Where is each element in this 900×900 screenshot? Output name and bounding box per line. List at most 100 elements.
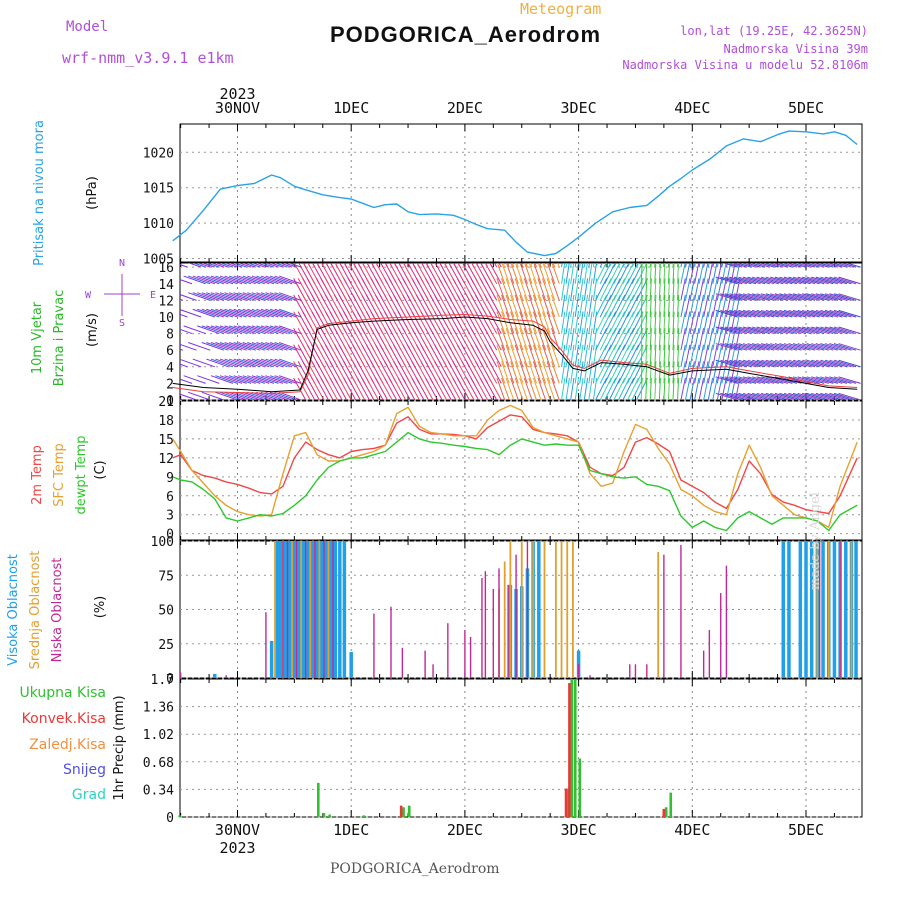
wind-barb <box>515 263 524 284</box>
wind-barb <box>724 309 748 318</box>
wind-barb <box>592 263 595 268</box>
wind-barb <box>707 344 714 367</box>
wind-barb <box>251 325 275 335</box>
wind-barb <box>663 263 665 268</box>
precip-bar <box>328 814 331 817</box>
wind-barb <box>797 392 820 400</box>
wind-barb <box>698 377 705 400</box>
wind-barb <box>334 377 348 400</box>
wind-barb <box>645 263 647 268</box>
wind-barb <box>833 392 857 400</box>
wind-barb <box>608 278 621 301</box>
wind-barb <box>256 375 279 384</box>
wind-barb <box>210 325 234 335</box>
wind-barb <box>703 278 709 301</box>
wind-barb <box>627 294 639 318</box>
wind-barb <box>219 275 243 285</box>
wind-barb <box>645 278 648 301</box>
wind-barb <box>488 377 502 400</box>
wind-barb <box>260 263 275 268</box>
wind-barb <box>738 326 761 335</box>
wind-barb <box>180 393 197 400</box>
wind-barb <box>824 392 848 400</box>
cloud-bar <box>720 593 722 678</box>
wind-barb <box>574 263 577 268</box>
cloud-bar <box>798 541 803 678</box>
wind-barb <box>824 309 848 318</box>
wind-barb <box>256 275 279 285</box>
wind-barb <box>274 391 297 400</box>
wind-barb <box>694 294 700 318</box>
wind-barb <box>716 344 723 367</box>
wind-barb <box>523 377 533 400</box>
wind-barb <box>279 375 302 384</box>
cloud-bar <box>492 588 495 678</box>
wind-barb <box>260 375 284 384</box>
panel-frame <box>179 678 863 818</box>
wind-barb <box>703 311 709 334</box>
wind-barb <box>415 377 429 400</box>
wind-barb <box>180 309 202 318</box>
wind-barb <box>532 311 542 334</box>
wind-barb <box>774 392 798 400</box>
cloud-bar <box>566 541 569 678</box>
wind-barb <box>752 276 775 285</box>
wind-barb <box>588 311 593 334</box>
wind-barb <box>532 328 542 351</box>
wind-barb <box>269 263 284 268</box>
wind-barb <box>551 294 560 318</box>
wind-barb <box>806 376 829 384</box>
wind-barb <box>242 358 265 368</box>
wind-barb <box>761 392 784 400</box>
wind-barb <box>792 343 816 351</box>
wind-barb <box>247 375 270 384</box>
wind-barb <box>528 294 538 318</box>
wind-barb <box>519 263 528 284</box>
wind-barb <box>406 377 420 400</box>
y-tick-label: 25 <box>158 638 174 653</box>
wind-barb <box>797 309 820 318</box>
wind-barb <box>510 263 519 284</box>
wind-barb <box>627 263 639 284</box>
wind-barb <box>247 325 270 335</box>
wind-barb <box>265 342 288 351</box>
cloud-bar <box>265 612 267 678</box>
wind-barb <box>684 311 691 334</box>
wind-barb <box>756 293 779 301</box>
wind-barb <box>733 392 757 400</box>
cloud-bar <box>301 541 306 678</box>
wind-barb <box>613 327 626 351</box>
wind-barb <box>622 263 626 268</box>
wind-barb <box>523 328 533 351</box>
wind-barb <box>579 344 584 367</box>
wind-barb <box>574 344 579 367</box>
wind-barb <box>608 377 621 400</box>
wind-barb <box>631 263 635 268</box>
wind-barb <box>698 294 705 318</box>
wind-barb <box>180 343 197 351</box>
wind-barb <box>774 276 798 285</box>
wind-barb <box>694 377 700 400</box>
wind-barb <box>183 325 206 335</box>
wind-barb <box>583 344 589 367</box>
wind-barb <box>542 344 551 367</box>
wind-barb <box>829 376 852 384</box>
wind-barb <box>210 358 234 368</box>
wind-barb <box>496 278 506 301</box>
wind-barb <box>551 311 560 334</box>
wind-barb <box>180 378 193 384</box>
day-label-bottom: 30NOV <box>215 821 260 839</box>
wind-barb <box>792 293 816 301</box>
wind-barb <box>663 311 666 334</box>
wind-barb <box>279 342 302 351</box>
wind-barb <box>579 377 584 400</box>
y-tick-label: 14 <box>158 278 174 293</box>
wind-barb <box>707 361 714 384</box>
wind-barb <box>320 377 334 400</box>
wind-barb <box>187 263 202 268</box>
wind-barb <box>733 309 757 318</box>
wind-barb <box>779 343 802 351</box>
wind-barb <box>680 294 686 318</box>
wind-barb <box>627 327 639 351</box>
wind-barb <box>519 377 528 400</box>
